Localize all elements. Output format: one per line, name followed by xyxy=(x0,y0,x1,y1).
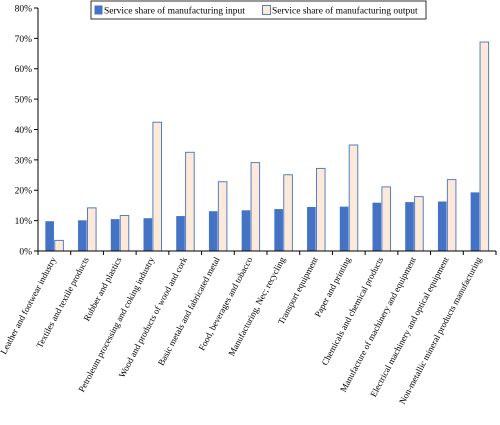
bar-input xyxy=(339,206,349,251)
bar-input xyxy=(110,219,120,251)
bar-output xyxy=(185,151,195,252)
legend-label-input: Service share of manufacturing input xyxy=(104,6,245,17)
bar-output xyxy=(446,179,457,252)
bar-output xyxy=(119,215,130,252)
legend-swatch-output xyxy=(262,5,271,15)
legend-box xyxy=(90,0,427,20)
bar-input xyxy=(45,221,54,251)
x-tick-label: Wood and products of wood and cork xyxy=(117,255,190,380)
bar-input xyxy=(405,202,414,251)
bar-output xyxy=(316,167,326,252)
bars xyxy=(45,41,490,252)
bar-output xyxy=(87,207,97,252)
bar-output xyxy=(54,239,64,252)
bar-output xyxy=(479,41,490,252)
y-tick-label: 80% xyxy=(15,4,33,14)
y-tick-label: 10% xyxy=(15,217,33,227)
x-tick-label: Leather and footwear industry xyxy=(0,255,58,356)
x-tick-label: Basic metals and fabricated metal xyxy=(156,255,222,367)
y-tick-label: 70% xyxy=(15,35,33,45)
legend-label-output: Service share of manufacturing output xyxy=(272,6,418,17)
y-tick-label: 60% xyxy=(15,65,33,75)
bar-input xyxy=(274,209,283,251)
bar-input xyxy=(470,192,480,251)
bar-output xyxy=(217,181,228,252)
bar-output xyxy=(250,162,261,252)
y-tick-label: 20% xyxy=(15,187,33,197)
y-tick-label: 50% xyxy=(15,96,33,106)
bar-input xyxy=(208,211,218,251)
y-tick-label: 40% xyxy=(15,126,33,136)
bar-output xyxy=(152,121,162,252)
bar-input xyxy=(78,220,87,251)
legend: Service share of manufacturing input Serv… xyxy=(90,0,427,20)
y-tick-label: 30% xyxy=(15,156,33,166)
bar-input xyxy=(307,206,316,251)
bar-input xyxy=(372,202,382,251)
bar-input xyxy=(143,218,153,251)
x-tick-label: Manufacturing, Nec; recycling xyxy=(226,255,287,358)
x-tick-label: Chemicals and chemical products xyxy=(320,255,386,367)
bar-output xyxy=(414,196,424,252)
legend-swatch-input xyxy=(94,5,103,15)
bar-input xyxy=(241,210,251,251)
bar-output xyxy=(283,174,293,252)
bar-input xyxy=(176,216,185,251)
bar-output xyxy=(348,144,359,252)
bar-output xyxy=(381,186,391,252)
y-tick-label: 0% xyxy=(19,247,32,257)
y-axis: 0% 10% 20% 30% 40% 50% 60% 70% 80% xyxy=(15,4,39,257)
bar-input xyxy=(437,201,447,251)
